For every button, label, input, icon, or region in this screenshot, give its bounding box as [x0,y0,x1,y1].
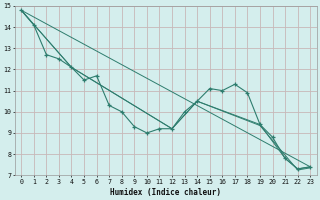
X-axis label: Humidex (Indice chaleur): Humidex (Indice chaleur) [110,188,221,197]
